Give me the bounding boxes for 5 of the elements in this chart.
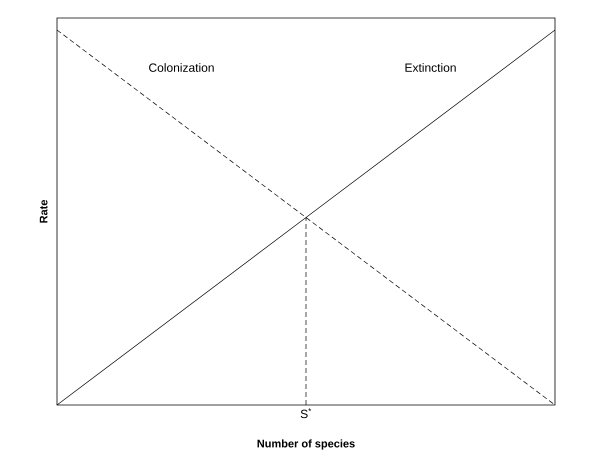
text: S$^{*}$ (300, 408, 312, 418)
y-axis-title: Rate (40, 200, 48, 223)
x-axis-title: Number of species (258, 439, 355, 450)
text: Extinction (405, 63, 456, 72)
series-label: Colonization (149, 63, 214, 72)
